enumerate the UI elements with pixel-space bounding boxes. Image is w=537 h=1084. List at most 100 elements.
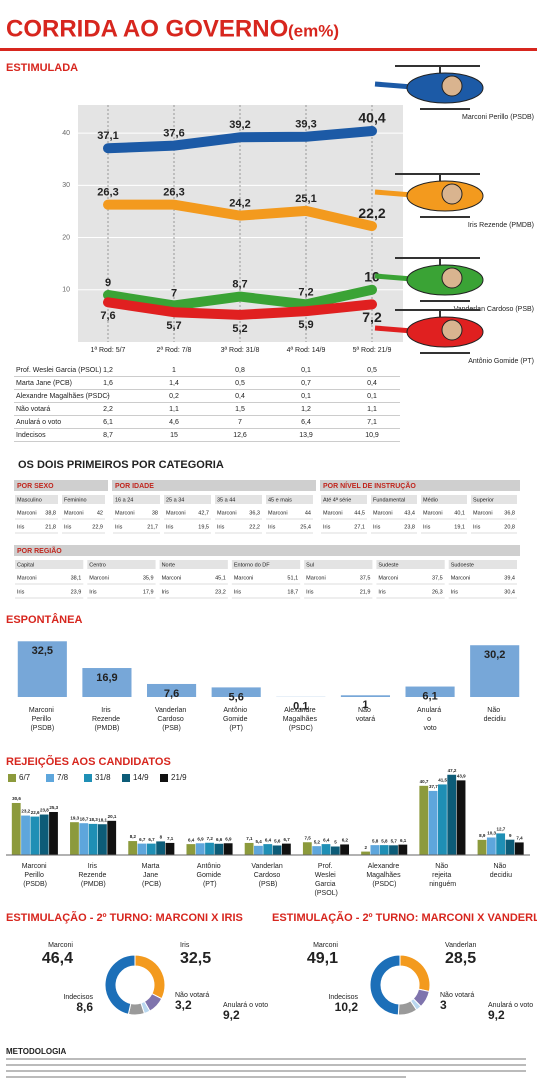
data-label: 37,1 — [97, 130, 118, 142]
item-header — [231, 560, 301, 569]
bar — [244, 842, 254, 855]
fine-line — [6, 1070, 526, 1072]
slice-value: 3,2 — [175, 998, 192, 1012]
bar — [496, 833, 506, 855]
value: 21,8 — [45, 524, 56, 530]
data-label: 0,1 — [293, 701, 308, 713]
item-label: Sudoeste — [451, 562, 474, 568]
bar — [456, 780, 466, 855]
legend-label: Vanderlan Cardoso (PSB) — [454, 306, 534, 313]
bar — [205, 842, 214, 855]
data-label: 6,1 — [400, 838, 407, 843]
cell: 1,1 — [169, 406, 179, 413]
item-label: Capital — [17, 562, 34, 568]
x-tick-label: Não votará — [356, 707, 376, 723]
item-label: Norte — [162, 562, 175, 568]
value: 44 — [305, 510, 311, 516]
value: 51,1 — [287, 575, 298, 581]
data-label: 6,4 — [188, 837, 195, 842]
data-label: 39,3 — [295, 119, 316, 131]
cell: 1,2 — [301, 406, 311, 413]
legend-swatch — [84, 774, 92, 782]
bar — [214, 843, 224, 855]
row-label: Alexandre Magalhães (PSDC) — [16, 393, 110, 400]
data-label: 18,3 — [89, 817, 98, 822]
group-title: POR SEXO — [17, 483, 54, 490]
data-label: 9 — [105, 277, 111, 289]
x-tick-label: 5ª Rod: 21/9 — [353, 347, 392, 354]
methodology-title: METODOLOGIA — [6, 1047, 67, 1056]
slice-value: 8,6 — [76, 1000, 93, 1014]
data-label: 12,7 — [497, 827, 506, 832]
data-label: 10 — [364, 268, 380, 284]
cell: 0,4 — [235, 393, 245, 400]
page-unit: (em%) — [288, 21, 339, 40]
x-tick-label: Vanderlan Cardoso (PSB) — [155, 707, 188, 732]
bar — [107, 820, 117, 855]
legend-label: 14/9 — [133, 773, 149, 782]
legend-label: 7/8 — [57, 773, 69, 782]
candidate: Marconi — [64, 510, 84, 516]
item-header — [113, 495, 160, 504]
bar — [330, 846, 340, 855]
bar — [361, 851, 370, 855]
x-tick-label: Não decidiu — [490, 863, 512, 879]
slice-label: Indecisos — [63, 994, 93, 1001]
data-label: 24,2 — [229, 198, 250, 210]
bar — [312, 846, 322, 855]
data-label: 37,6 — [163, 128, 184, 140]
data-label: 6,7 — [139, 837, 146, 842]
bar — [514, 842, 524, 855]
item-header — [421, 495, 467, 504]
candidate: Marconi — [17, 575, 37, 581]
data-label: 19,3 — [70, 815, 79, 820]
candidate: Iris — [115, 524, 123, 530]
data-label: 7,5 — [304, 835, 311, 840]
bar — [30, 816, 40, 855]
x-tick-label: 1ª Rod: 5/7 — [91, 347, 126, 354]
data-label: 20,1 — [108, 814, 117, 819]
candidate: Marconi — [451, 575, 471, 581]
fine-print — [6, 1058, 526, 1078]
candidate: Iris — [217, 524, 225, 530]
candidate: Iris — [306, 589, 314, 595]
bar — [146, 843, 156, 855]
item-header — [266, 495, 313, 504]
x-tick-label: Anulará o voto — [417, 707, 443, 732]
group-header — [320, 480, 520, 491]
cell: 0,7 — [301, 380, 311, 387]
cell: 1,4 — [169, 380, 179, 387]
data-label: 7,2 — [298, 286, 313, 298]
item-label: Superior — [473, 497, 494, 503]
bar — [340, 695, 390, 697]
candidate: Iris — [162, 589, 170, 595]
pilot — [441, 75, 463, 97]
bar — [70, 822, 79, 855]
data-label: 47,2 — [448, 768, 457, 773]
value: 23,8 — [404, 524, 415, 530]
section-title: REJEIÇÕES AOS CANDIDATOS — [6, 755, 171, 768]
bar — [302, 842, 312, 855]
value: 21,7 — [147, 524, 158, 530]
group-header — [14, 545, 520, 556]
fine-line — [6, 1076, 406, 1078]
slice-label: Anulará o voto — [488, 1002, 533, 1009]
bar — [321, 844, 331, 855]
candidate: Marconi — [306, 575, 326, 581]
candidate: Iris — [473, 524, 481, 530]
cell: 15 — [170, 432, 178, 439]
row-label: Prof. Weslei Garcia (PSOL) — [16, 367, 101, 374]
item-label: Sudeste — [378, 562, 398, 568]
cell: 1,5 — [235, 406, 245, 413]
value: 23,9 — [71, 589, 82, 595]
x-tick-label: Alexandre Magalhães (PSDC) — [283, 707, 319, 732]
bar — [195, 843, 205, 855]
bar — [405, 686, 455, 697]
x-tick-label: Não rejeita ninguém — [429, 863, 456, 888]
data-label: 23,8 — [40, 808, 49, 813]
bar — [438, 784, 447, 855]
value: 40,1 — [454, 510, 465, 516]
section-title: ESTIMULAÇÃO - 2º TURNO: MARCONI X IRIS — [6, 911, 243, 924]
bar — [281, 843, 291, 855]
legend-label: Antônio Gomide (PT) — [468, 358, 534, 365]
